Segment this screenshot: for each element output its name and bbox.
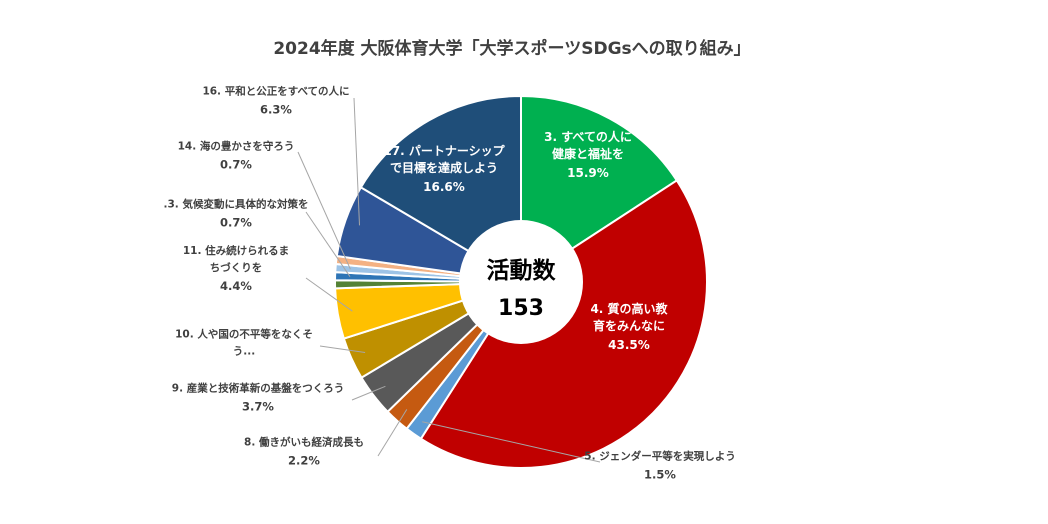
slice-value-label: 6.3% <box>260 103 292 117</box>
slice-label: 10. 人や国の不平等をなくそ <box>175 328 313 341</box>
slice-value-label: 43.5% <box>608 338 650 352</box>
center-value: 153 <box>498 296 544 321</box>
leader-lines-group <box>297 97 601 463</box>
center-label: 活動数 <box>487 258 557 284</box>
leader-line <box>353 97 360 226</box>
slice-label: 育をみんなに <box>593 318 665 333</box>
slice-label: 11. 住み続けられるま <box>183 244 289 257</box>
slice-label: う... <box>233 346 255 358</box>
slice-label: で目標を達成しよう <box>390 160 498 175</box>
slice-label: 17. パートナーシップ <box>383 143 505 158</box>
slice-label: 5. ジェンダー平等を実現しよう <box>584 450 735 463</box>
slice-value-label: 16.6% <box>423 180 465 194</box>
slice-label: 8. 働きがいも経済成長も <box>244 436 364 449</box>
slice-label: 3. すべての人に <box>544 129 632 144</box>
leader-line <box>305 277 353 312</box>
leader-line <box>377 409 408 457</box>
slice-value-label: 0.7% <box>220 158 252 172</box>
leader-line <box>319 345 366 353</box>
slice-label: 14. 海の豊かさを守ろう <box>178 140 295 153</box>
slice-value-label: 15.9% <box>567 166 609 180</box>
slice-label: 16. 平和と公正をすべての人に <box>202 85 349 98</box>
center-hole <box>459 220 583 344</box>
leader-line <box>422 421 601 463</box>
slice-label: ちづくりを <box>210 261 263 274</box>
slice-label: .3. 気候変動に具体的な対策を <box>164 198 309 211</box>
slice-value-label: 2.2% <box>288 454 320 468</box>
slice-value-label: 0.7% <box>220 216 252 230</box>
slice-label: 9. 産業と技術革新の基盤をつくろう <box>172 382 344 395</box>
leader-line <box>351 385 386 401</box>
leader-line <box>297 151 351 270</box>
leader-line <box>305 211 351 277</box>
slice-label: 4. 質の高い教 <box>590 301 668 316</box>
chart-title: 2024年度 大阪体育大学「大学スポーツSDGsへの取り組み」 <box>273 38 750 59</box>
slice-value-label: 4.4% <box>220 279 252 293</box>
slice-value-label: 3.7% <box>242 400 274 414</box>
slice-label: 健康と福祉を <box>552 146 624 161</box>
slice-value-label: 1.5% <box>644 468 676 482</box>
